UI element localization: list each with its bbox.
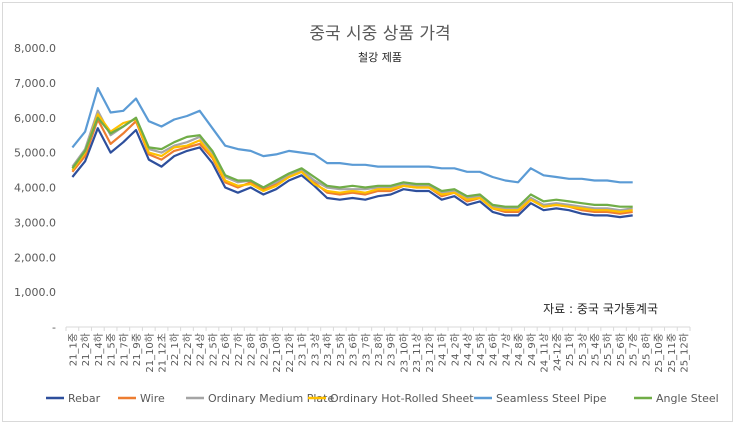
x-tick-label: 24_9하 bbox=[525, 333, 538, 366]
y-tick-label: 5,000.0 bbox=[14, 147, 56, 160]
series-line-ordinary-hot-rolled-sheet bbox=[71, 113, 633, 213]
y-tick-label: 4,000.0 bbox=[14, 182, 56, 195]
y-axis: - 1,000.0 2,000.0 3,000.0 4,000.0 5,000.0 6,00… bbox=[14, 42, 56, 334]
x-tick-label: 24_8중 bbox=[513, 333, 525, 366]
y-tick-label: 6,000.0 bbox=[14, 112, 56, 125]
x-tick-label: 23_8하 bbox=[372, 333, 385, 366]
x-tick-label: 25_1하 bbox=[563, 333, 576, 366]
x-tick-label: 25_5하 bbox=[601, 333, 614, 366]
legend-label: Rebar bbox=[68, 392, 101, 405]
x-tick-label: 21_7하 bbox=[117, 333, 130, 366]
x-tick-label: 22_2하 bbox=[181, 333, 194, 366]
chart-subtitle: 철강 제품 bbox=[358, 51, 402, 64]
x-tick-label: 21_1중 bbox=[67, 333, 79, 366]
series-line-angle-steel bbox=[71, 116, 633, 208]
y-tick-label: 8,000.0 bbox=[14, 42, 56, 55]
chart-title: 중국 시중 상품 가격 bbox=[309, 24, 450, 44]
x-tick-label: 23_7하 bbox=[359, 333, 372, 366]
x-tick-label: 23_9하 bbox=[385, 333, 398, 366]
x-tick-label: 23_12하 bbox=[423, 333, 436, 373]
x-tick-label: 24_6하 bbox=[487, 333, 500, 366]
x-tick-label: 22_1하 bbox=[168, 333, 181, 366]
series-lines bbox=[71, 87, 633, 219]
legend-label: Ordinary Medium Plate bbox=[208, 392, 334, 405]
x-tick-label: 25_11중 bbox=[666, 333, 678, 373]
legend-label: Ordinary Hot-Rolled Sheet bbox=[330, 392, 474, 405]
x-tick-label: 22_12하 bbox=[283, 333, 296, 373]
y-tick-label: 1,000.0 bbox=[14, 286, 56, 299]
x-tick-label: 23_5하 bbox=[334, 333, 347, 366]
x-tick-label: 25_10중 bbox=[653, 333, 665, 373]
y-tick-label: - bbox=[52, 321, 56, 334]
x-tick-label: 23_3상 bbox=[309, 333, 321, 366]
series-line-seamless-steel-pipe bbox=[71, 87, 633, 184]
series-line-rebar bbox=[71, 127, 633, 219]
y-tick-label: 3,000.0 bbox=[14, 216, 56, 229]
x-tick-label: 22_7하 bbox=[232, 333, 245, 366]
series-line-wire bbox=[71, 118, 633, 215]
x-tick-label: 24_4상 bbox=[462, 333, 474, 366]
x-tick-label: 22_5하 bbox=[206, 333, 219, 366]
x-tick-label: 25_7중 bbox=[628, 333, 640, 366]
x-tick-label: 25_6하 bbox=[614, 333, 627, 366]
x-tick-label: 24_7상 bbox=[500, 333, 512, 366]
x-tick-label: 23_11상 bbox=[411, 333, 423, 373]
source-note: 자료 : 중국 국가통계국 bbox=[543, 302, 658, 316]
x-tick-label: 21_5중 bbox=[106, 333, 118, 366]
x-tick-label: 21_4하 bbox=[92, 333, 105, 366]
x-tick-label: 25_4중 bbox=[589, 333, 601, 366]
y-tick-label: 7,000.0 bbox=[14, 77, 56, 90]
x-tick-label: 22_6하 bbox=[219, 333, 232, 366]
y-tick-label: 2,000.0 bbox=[14, 251, 56, 264]
legend-label: Wire bbox=[140, 392, 165, 405]
x-tick-label: 24_5하 bbox=[474, 333, 487, 366]
x-tick-label: 21_12초 bbox=[157, 333, 169, 373]
x-tick-label: 24_1하 bbox=[436, 333, 449, 366]
x-tick-label: 21_10하 bbox=[143, 333, 156, 373]
legend-label: Angle Steel bbox=[656, 392, 719, 405]
x-tick-label: 23_4하 bbox=[321, 333, 334, 366]
x-tick-label: 22_9하 bbox=[257, 333, 270, 366]
x-tick-label: 22_8하 bbox=[245, 333, 258, 366]
x-tick-label: 25_3상 bbox=[577, 333, 589, 366]
x-tick-label: 23_6하 bbox=[347, 333, 360, 366]
x-tick-label: 23_10하 bbox=[397, 333, 410, 373]
x-tick-label: 24_2하 bbox=[448, 333, 461, 366]
x-tick-label: 25_8하 bbox=[639, 333, 652, 366]
legend-label: Seamless Steel Pipe bbox=[496, 392, 607, 405]
x-tick-label: 25_12하 bbox=[678, 333, 691, 373]
x-tick-label: 23_1하 bbox=[296, 333, 309, 366]
x-axis: 21_1중 21_2하 21_4하 21_5중 21_7하 21_9중 21_10하 21_1… bbox=[65, 326, 691, 373]
x-tick-label: 24-12중 bbox=[551, 333, 563, 371]
x-tick-label: 21_2하 bbox=[79, 333, 92, 366]
series-line-ordinary-medium-plate bbox=[71, 109, 633, 212]
x-tick-label: 24_11상 bbox=[539, 333, 551, 373]
x-tick-label: 21_9중 bbox=[131, 333, 143, 366]
x-tick-label: 22_4상 bbox=[195, 333, 207, 366]
x-tick-label: 22_10하 bbox=[270, 333, 283, 373]
chart-frame bbox=[2, 2, 733, 422]
